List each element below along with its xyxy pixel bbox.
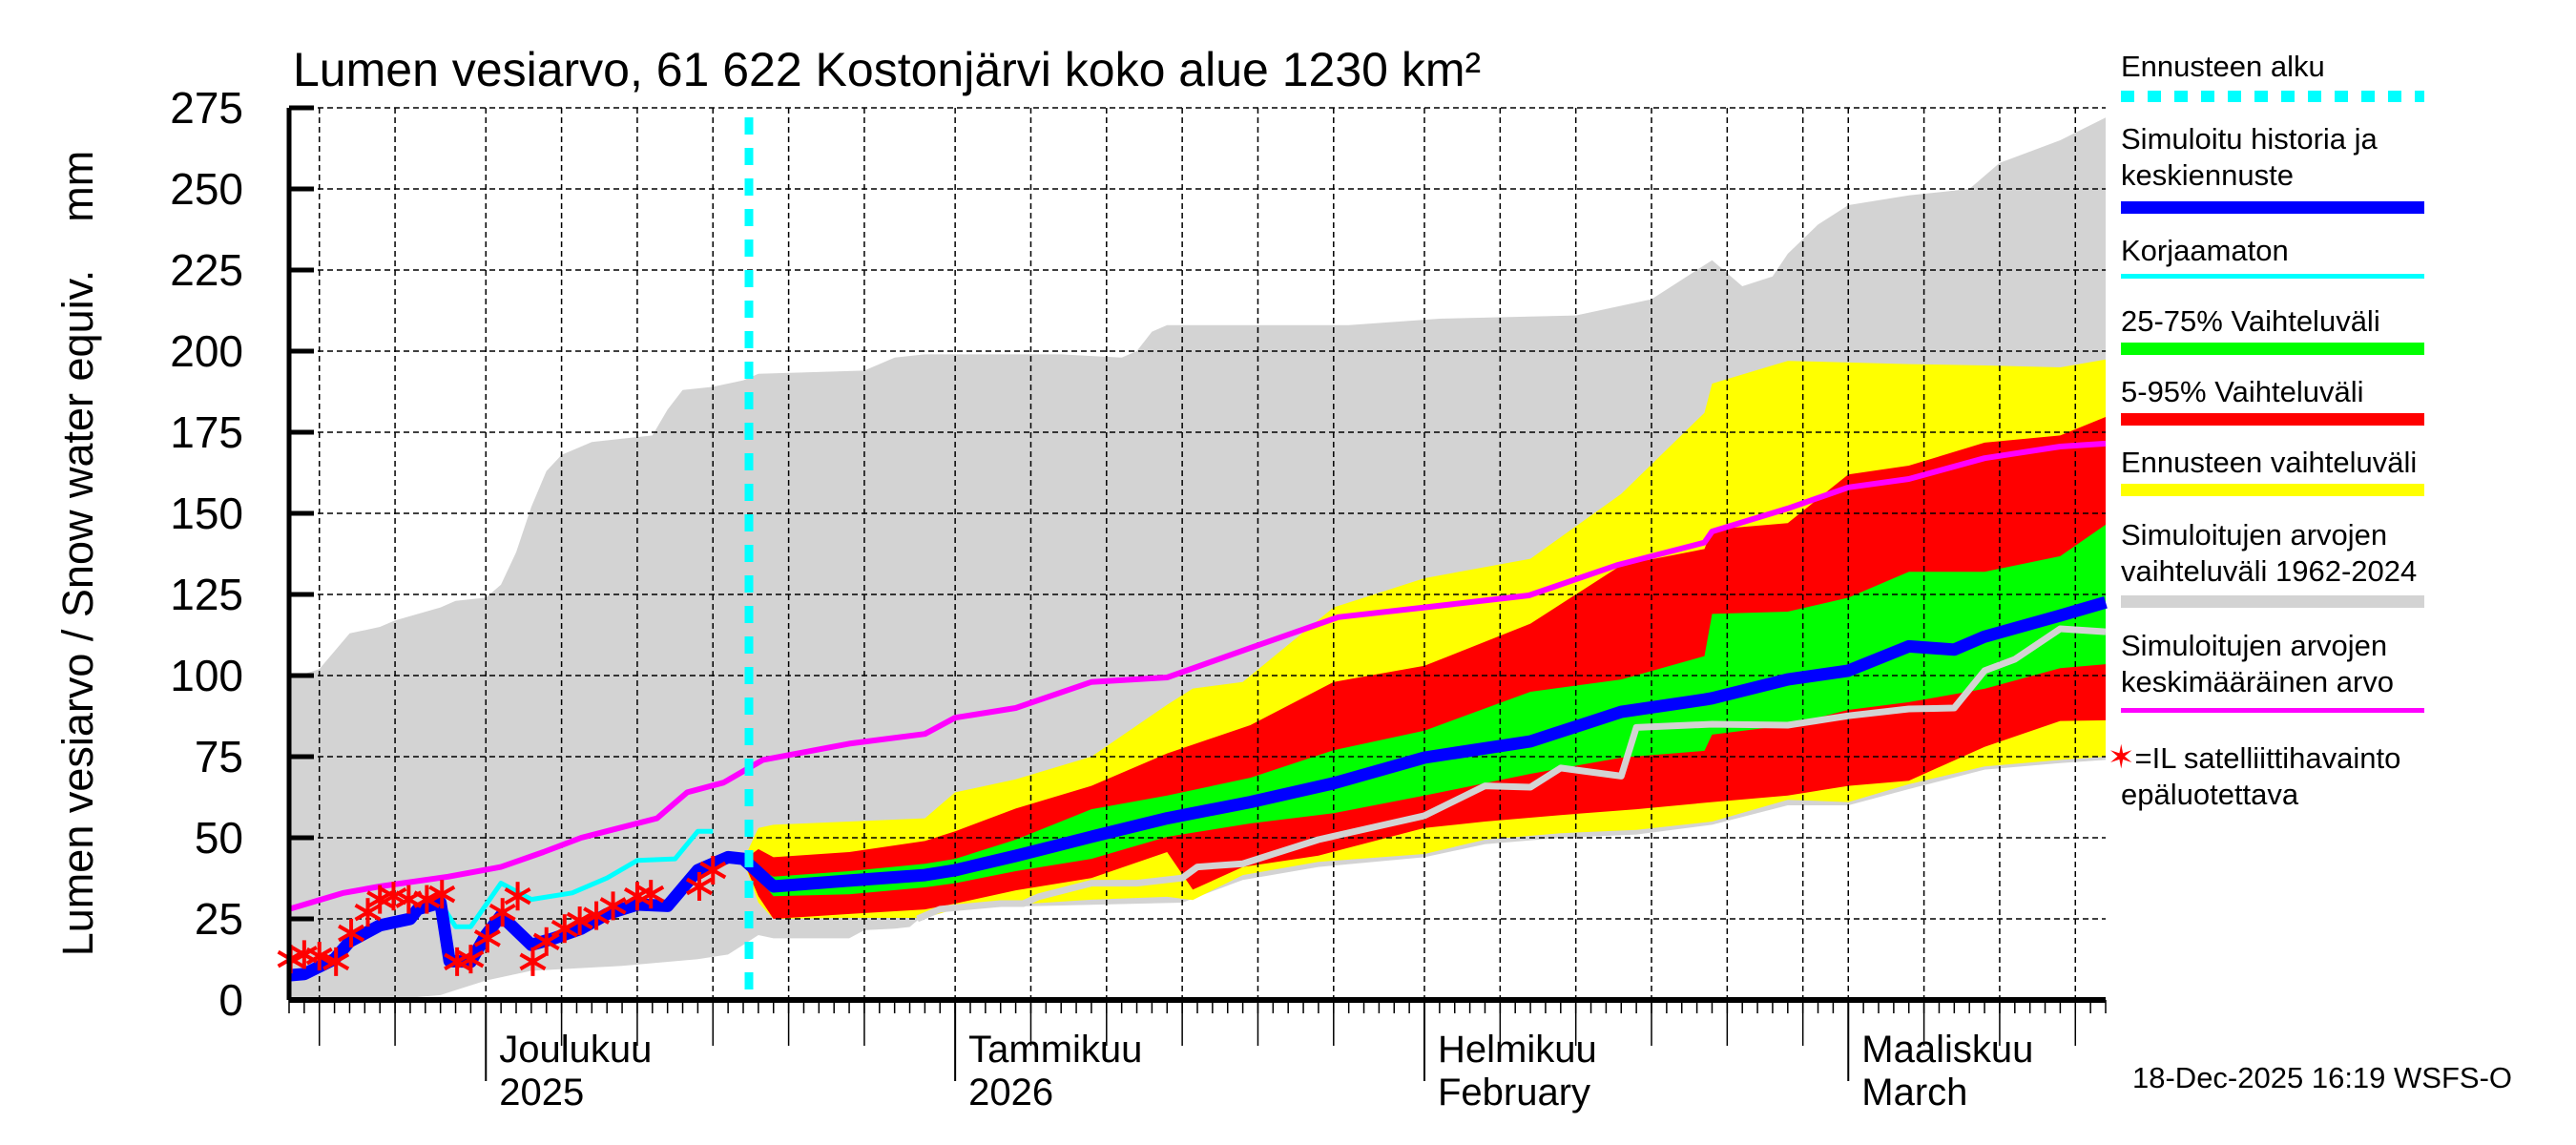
y-tick-label: 75 bbox=[195, 732, 243, 781]
y-tick-label: 150 bbox=[170, 489, 243, 538]
y-tick-label: 25 bbox=[195, 894, 243, 944]
legend-item-observations: ✶=IL satelliittihavainto epäluotettava bbox=[2108, 739, 2451, 813]
observation-marker bbox=[473, 924, 501, 953]
x-month-sublabel: March bbox=[1861, 1072, 1967, 1114]
legend-label: epäluotettava bbox=[2121, 778, 2299, 811]
legend-label: Simuloitujen arvojen bbox=[2121, 629, 2388, 662]
observation-marker bbox=[322, 947, 350, 976]
asterisk-marker-icon: ✶ bbox=[2108, 739, 2135, 776]
y-tick-label: 200 bbox=[170, 326, 243, 376]
x-month-label: Joulukuu bbox=[499, 1029, 652, 1071]
axes: 0255075100125150175200225250275Joulukuu2… bbox=[170, 83, 2107, 1114]
plot-area bbox=[277, 107, 2108, 1001]
y-tick-label: 50 bbox=[195, 813, 243, 863]
y-tick-label: 0 bbox=[218, 975, 243, 1025]
legend-label: Ennusteen alku bbox=[2121, 50, 2325, 83]
y-axis-label: Lumen vesiarvo / Snow water equiv. mm bbox=[53, 151, 102, 957]
legend-item-simulated: Simuloitu historia ja keskiennuste bbox=[2121, 121, 2436, 214]
observation-marker bbox=[504, 882, 531, 911]
observation-marker bbox=[380, 882, 407, 911]
observation-marker bbox=[488, 898, 516, 927]
legend-item-p5-95: 5-95% Vaihteluväli bbox=[2121, 374, 2436, 426]
legend-label: vaihteluväli 1962-2024 bbox=[2121, 554, 2418, 588]
x-month-sublabel: February bbox=[1438, 1072, 1590, 1114]
observation-marker bbox=[599, 891, 627, 921]
legend-item-forecast-start: Ennusteen alku bbox=[2121, 49, 2436, 102]
legend-item-p25-75: 25-75% Vaihteluväli bbox=[2121, 303, 2436, 355]
legend-label: keskiennuste bbox=[2121, 158, 2294, 192]
y-tick-label: 275 bbox=[170, 83, 243, 133]
x-month-label: Tammikuu bbox=[968, 1029, 1142, 1071]
legend-item-historical-range: Simuloitujen arvojen vaihteluväli 1962-2… bbox=[2121, 517, 2436, 608]
legend-label: Simuloitujen arvojen bbox=[2121, 518, 2388, 552]
observation-marker bbox=[413, 885, 441, 914]
legend-label: Simuloitu historia ja bbox=[2121, 122, 2378, 156]
legend-swatch-blue bbox=[2121, 201, 2424, 214]
observation-marker bbox=[685, 872, 713, 901]
legend-label-text: =IL satelliittihavainto bbox=[2134, 741, 2401, 775]
observation-marker bbox=[637, 880, 665, 909]
legend-item-mean: Simuloitujen arvojen keskimääräinen arvo bbox=[2121, 628, 2436, 713]
legend-item-uncorrected: Korjaamaton bbox=[2121, 233, 2436, 279]
timestamp-footer: 18-Dec-2025 16:19 WSFS-O bbox=[2132, 1061, 2513, 1094]
p25-75-band bbox=[743, 524, 2106, 897]
observation-marker bbox=[699, 856, 727, 885]
legend-label: 5-95% Vaihteluväli bbox=[2121, 375, 2364, 408]
y-tick-label: 100 bbox=[170, 651, 243, 700]
legend-item-forecast-range: Ennusteen vaihteluväli bbox=[2121, 445, 2436, 496]
x-month-sublabel: 2026 bbox=[968, 1072, 1053, 1114]
observation-marker bbox=[338, 918, 365, 947]
observation-marker bbox=[566, 906, 593, 936]
y-tick-label: 125 bbox=[170, 570, 243, 619]
observation-marker bbox=[428, 880, 456, 909]
legend-swatch-red bbox=[2121, 413, 2424, 426]
chart-title: Lumen vesiarvo, 61 622 Kostonjärvi koko … bbox=[293, 43, 1481, 96]
legend-label: Ennusteen vaihteluväli bbox=[2121, 446, 2418, 479]
last-year-line bbox=[916, 625, 2107, 923]
y-tick-label: 175 bbox=[170, 407, 243, 457]
legend-swatch-gray bbox=[2121, 595, 2424, 608]
legend-swatch-cyan bbox=[2121, 274, 2424, 279]
observation-marker bbox=[354, 898, 382, 927]
legend-swatch-green bbox=[2121, 343, 2424, 355]
observation-marker bbox=[519, 947, 547, 976]
mean-line bbox=[288, 440, 2107, 912]
y-tick-label: 225 bbox=[170, 245, 243, 295]
legend-swatch-cyan-dashed bbox=[2121, 91, 2424, 102]
x-month-sublabel: 2025 bbox=[499, 1072, 584, 1114]
legend-swatch-yellow bbox=[2121, 484, 2424, 496]
legend-label: ✶=IL satelliittihavainto bbox=[2108, 739, 2451, 777]
x-month-label: Helmikuu bbox=[1438, 1029, 1597, 1071]
observation-marker bbox=[532, 926, 560, 956]
p5-95-band bbox=[743, 417, 2106, 919]
observation-marker bbox=[305, 942, 333, 971]
observation-marker bbox=[457, 945, 485, 974]
y-tick-label: 250 bbox=[170, 164, 243, 214]
legend-swatch-magenta bbox=[2121, 708, 2424, 713]
legend-label: Korjaamaton bbox=[2121, 234, 2289, 267]
legend-label: keskimääräinen arvo bbox=[2121, 665, 2395, 698]
legend-label: 25-75% Vaihteluväli bbox=[2121, 304, 2380, 338]
x-month-label: Maaliskuu bbox=[1861, 1029, 2033, 1071]
